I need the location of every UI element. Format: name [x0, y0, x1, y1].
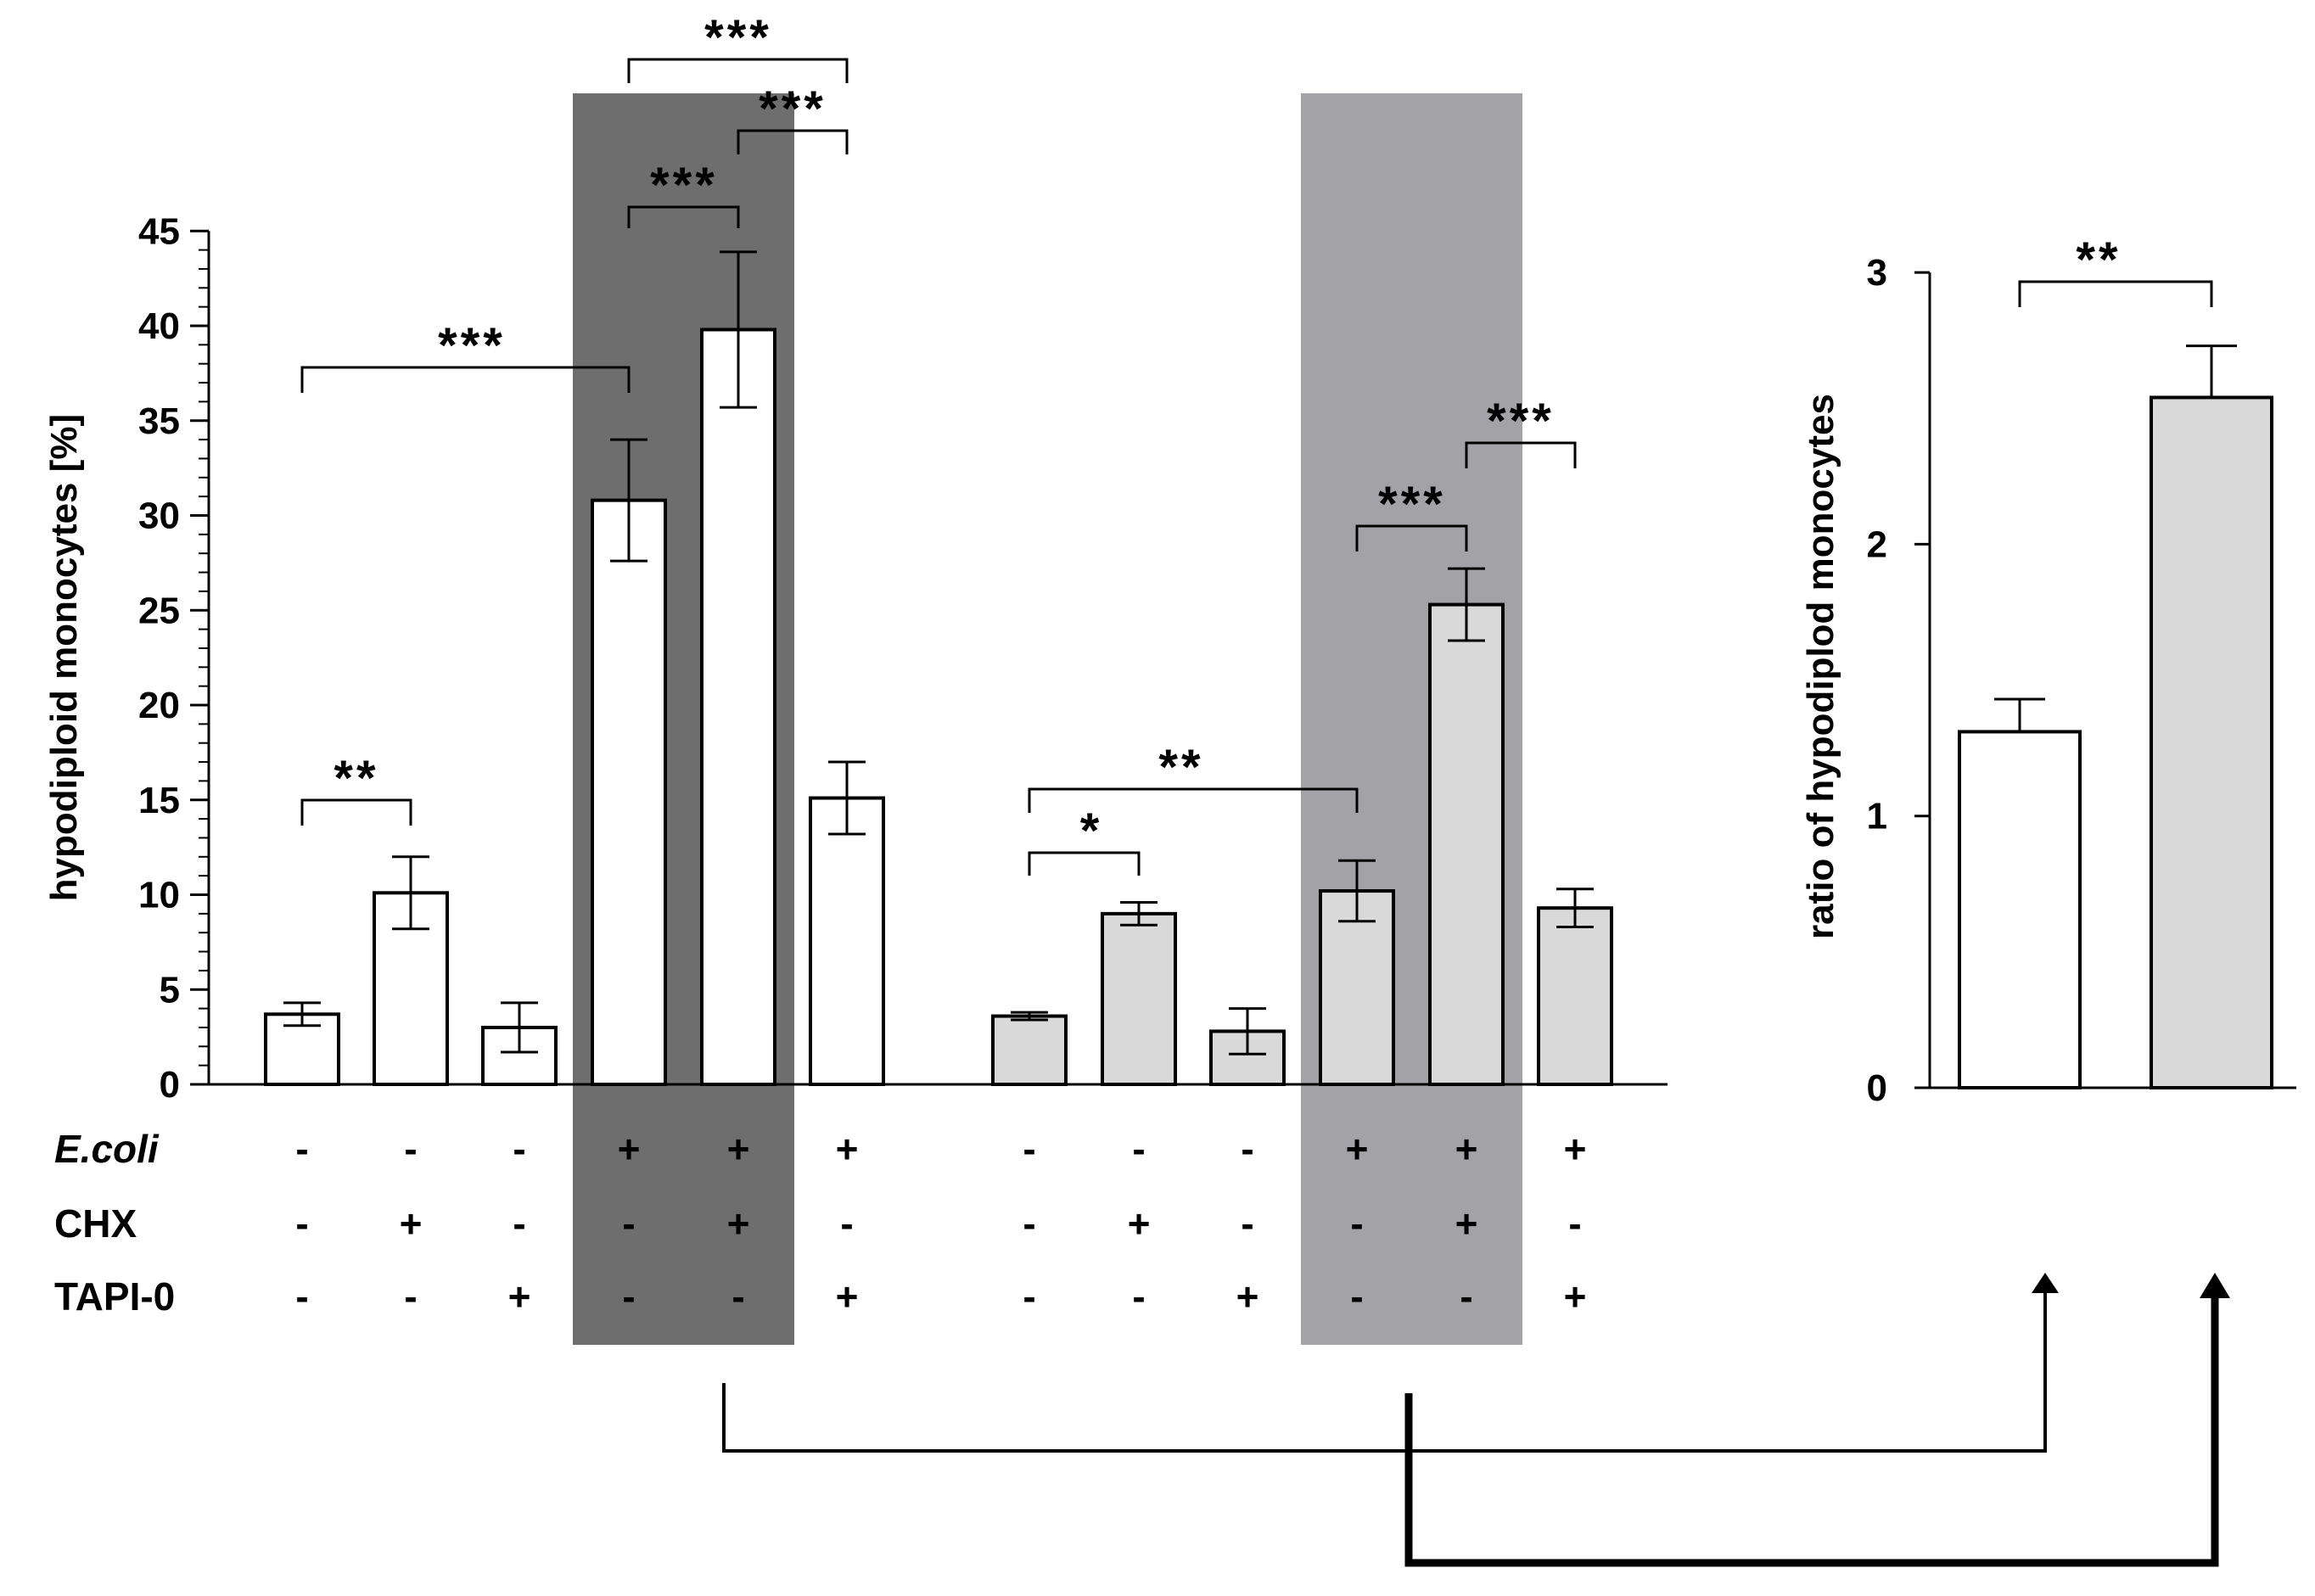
condition-mark: - — [1023, 1127, 1035, 1171]
y-tick-label: 15 — [138, 780, 180, 821]
significance-label: *** — [704, 10, 772, 65]
condition-mark: - — [295, 1127, 308, 1171]
bar — [1428, 602, 1505, 1086]
condition-mark: - — [404, 1127, 417, 1171]
main-bar-chart: 0 5 10 15 20 25 30 35 40 45 hypodiploid monocytes … — [43, 10, 1668, 1319]
condition-mark: - — [404, 1274, 417, 1319]
condition-mark: + — [400, 1201, 423, 1246]
significance-bracket — [1355, 524, 1468, 552]
condition-mark: - — [840, 1201, 853, 1246]
bar — [991, 1014, 1068, 1087]
significance-label: *** — [759, 81, 827, 137]
significance-bracket — [1465, 441, 1577, 468]
ratio-y-tick-label: 0 — [1867, 1067, 1887, 1109]
connector-line-1 — [722, 1285, 2047, 1453]
condition-mark: - — [622, 1274, 635, 1319]
significance-bracket — [737, 129, 849, 154]
bar — [809, 796, 885, 1086]
condition-mark: + — [727, 1201, 750, 1246]
y-tick-label: 20 — [138, 685, 180, 726]
condition-mark: - — [295, 1274, 308, 1319]
y-tick-label: 5 — [160, 969, 180, 1011]
ratio-bar — [2150, 395, 2273, 1089]
condition-label: CHX — [54, 1201, 137, 1246]
condition-label: TAPI-0 — [54, 1274, 175, 1319]
ratio-significance-bracket — [2018, 280, 2213, 307]
condition-mark: + — [1236, 1274, 1259, 1319]
condition-mark: + — [1128, 1201, 1151, 1246]
arrow-head-1 — [2032, 1273, 2059, 1293]
y-axis-title: hypodiploid monocytes [%] — [43, 414, 85, 901]
bar — [1319, 889, 1395, 1087]
significance-label: *** — [438, 318, 506, 373]
significance-label: *** — [1378, 477, 1446, 532]
connector-arrows — [722, 1273, 2230, 1567]
condition-mark: + — [508, 1274, 531, 1319]
ratio-y-tick-label: 1 — [1867, 796, 1887, 837]
y-tick-label: 0 — [160, 1064, 180, 1106]
significance-bracket — [627, 58, 849, 83]
condition-mark: - — [513, 1127, 525, 1171]
condition-mark: - — [1460, 1274, 1472, 1319]
condition-mark: - — [1350, 1201, 1363, 1246]
condition-mark: - — [622, 1201, 635, 1246]
condition-mark: + — [1455, 1127, 1478, 1171]
condition-mark: + — [727, 1127, 750, 1171]
significance-bracket — [1028, 851, 1141, 876]
condition-mark: - — [295, 1201, 308, 1246]
y-tick-label: 40 — [138, 305, 180, 347]
significance-label: *** — [650, 158, 718, 213]
condition-mark: - — [1568, 1201, 1581, 1246]
condition-mark: - — [1350, 1274, 1363, 1319]
bar — [1101, 911, 1177, 1086]
condition-mark: - — [1023, 1274, 1035, 1319]
significance-label: * — [1080, 804, 1103, 859]
ratio-significance-label: ** — [2076, 232, 2121, 288]
significance-bracket — [300, 798, 412, 826]
significance-label: ** — [334, 751, 378, 806]
significance-bracket — [627, 205, 740, 228]
y-tick-label: 30 — [138, 496, 180, 537]
condition-mark: - — [1132, 1274, 1145, 1319]
condition-mark: + — [836, 1127, 859, 1171]
ratio-y-axis-title: ratio of hypodiplod monocytes — [1800, 394, 1841, 939]
y-tick-label: 10 — [138, 875, 180, 916]
condition-mark: - — [1132, 1127, 1145, 1171]
ratio-bar-chart: 0 1 2 3 ratio of hypodiplod monocytes ** — [1800, 232, 2296, 1109]
ratio-y-tick-label: 3 — [1867, 252, 1887, 294]
ratio-bar — [1958, 730, 2082, 1089]
ratio-y-tick-label: 2 — [1867, 524, 1887, 565]
condition-label: E.coli — [54, 1127, 160, 1171]
condition-mark: + — [1346, 1127, 1369, 1171]
significance-bracket — [300, 366, 631, 393]
condition-mark: - — [1241, 1127, 1253, 1171]
bar — [591, 498, 667, 1086]
significance-label: ** — [1158, 740, 1203, 795]
condition-mark: + — [1564, 1274, 1587, 1319]
significance-bracket — [1028, 787, 1359, 813]
condition-mark: - — [1023, 1201, 1035, 1246]
connector-line-2 — [1404, 1288, 2219, 1567]
condition-mark: - — [513, 1201, 525, 1246]
bar — [700, 328, 776, 1087]
condition-mark: + — [618, 1127, 641, 1171]
condition-mark: + — [1455, 1201, 1478, 1246]
condition-mark: - — [1241, 1201, 1253, 1246]
condition-mark: - — [731, 1274, 744, 1319]
significance-label: *** — [1487, 394, 1555, 449]
y-tick-label: 25 — [138, 590, 180, 631]
y-tick-label: 35 — [138, 400, 180, 442]
condition-mark: + — [836, 1274, 859, 1319]
y-tick-label: 45 — [138, 210, 180, 252]
bar — [1537, 906, 1613, 1087]
arrow-head-2 — [2200, 1273, 2230, 1298]
condition-mark: + — [1564, 1127, 1587, 1171]
